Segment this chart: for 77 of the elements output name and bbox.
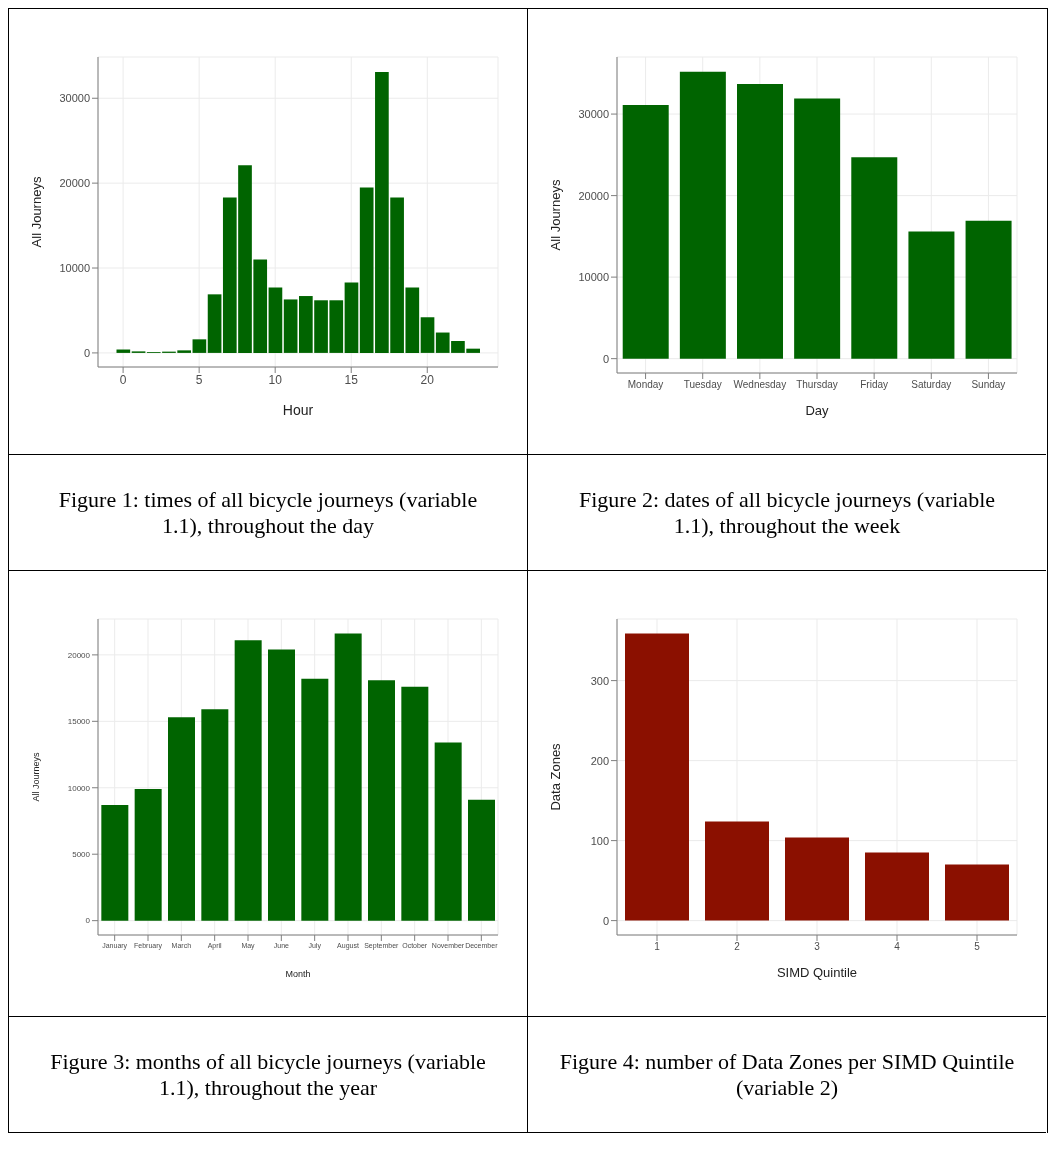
- y-tick-label: 10000: [578, 270, 609, 283]
- y-tick-label: 0: [83, 346, 90, 359]
- bar: [737, 83, 783, 359]
- x-tick-label: Thursday: [796, 378, 838, 390]
- y-tick-label: 0: [602, 914, 609, 927]
- y-tick-label: 30000: [578, 107, 609, 120]
- bar: [622, 104, 669, 359]
- y-tick-label: 0: [602, 352, 609, 365]
- bar: [625, 632, 689, 921]
- bar: [116, 349, 131, 353]
- caption: Figure 3: months of all bicycle journeys (variable 1.1), throughout the year: [49, 1048, 487, 1101]
- y-tick-label: 30000: [59, 91, 90, 104]
- caption: Figure 4: number of Data Zones per SIMD Quintile (variable 2): [558, 1048, 1016, 1101]
- y-tick-label: 20000: [59, 176, 90, 189]
- x-tick-label: Tuesday: [683, 378, 722, 390]
- x-tick-label: Sunday: [971, 378, 1006, 390]
- bar: [283, 298, 298, 353]
- y-tick-label: 10000: [67, 783, 91, 793]
- x-tick-label: 1: [654, 940, 661, 952]
- x-axis-title: Month: [285, 968, 311, 979]
- x-tick-label: 5: [974, 940, 981, 952]
- x-tick-label: Saturday: [911, 378, 952, 390]
- y-axis-title: All Journeys: [31, 751, 42, 802]
- caption: Figure 1: times of all bicycle journeys (variable 1.1), throughout the day: [57, 486, 479, 539]
- bar: [945, 864, 1009, 921]
- bar: [134, 788, 162, 921]
- bar: [101, 804, 129, 921]
- bar: [334, 633, 362, 921]
- bar: [794, 98, 841, 359]
- bar: [705, 820, 769, 921]
- x-tick-label: 5: [195, 372, 203, 387]
- bar: [908, 230, 955, 359]
- y-tick-label: 300: [590, 674, 609, 687]
- bar: [468, 799, 495, 921]
- bar: [201, 708, 229, 921]
- bar: [268, 287, 283, 353]
- x-tick-label: 15: [344, 372, 359, 387]
- y-tick-label: 0: [85, 915, 91, 925]
- x-axis-title: Day: [805, 402, 830, 418]
- bar: [168, 716, 195, 921]
- bar: [207, 293, 222, 353]
- caption: Figure 2: dates of all bicycle journeys (variable 1.1), throughout the week: [578, 486, 996, 539]
- x-tick-label: 2: [734, 940, 741, 952]
- y-tick-label: 10000: [59, 261, 90, 274]
- bar: [368, 679, 395, 921]
- bar: [785, 836, 849, 921]
- x-tick-label: Friday: [860, 378, 889, 390]
- y-axis-title: All Journeys: [28, 175, 44, 247]
- y-axis-title: All Journeys: [547, 178, 563, 250]
- bar: [301, 678, 329, 921]
- y-tick-label: 15000: [67, 716, 91, 726]
- bar: [865, 852, 929, 921]
- bar: [344, 281, 359, 353]
- y-tick-label: 20000: [67, 650, 91, 660]
- bar: [268, 649, 295, 921]
- x-axis-title: SIMD Quintile: [776, 964, 858, 980]
- x-tick-label: 20: [420, 372, 435, 387]
- y-axis-title: Data Zones: [547, 742, 563, 811]
- bar: [192, 338, 207, 353]
- x-tick-label: 3: [814, 940, 821, 952]
- y-tick-label: 200: [590, 754, 609, 767]
- bar: [851, 156, 898, 359]
- bar: [965, 220, 1012, 359]
- x-tick-label: Wednesday: [733, 378, 787, 390]
- x-tick-label: 4: [894, 940, 901, 952]
- bar: [434, 742, 462, 921]
- x-tick-label: 0: [119, 372, 127, 387]
- bar: [401, 686, 429, 921]
- y-tick-label: 5000: [72, 849, 91, 859]
- y-tick-label: 100: [590, 834, 609, 847]
- x-tick-label: Monday: [627, 378, 664, 390]
- bar: [679, 71, 726, 359]
- bar: [234, 639, 262, 921]
- x-tick-label: 10: [268, 372, 283, 387]
- x-axis-title: Hour: [282, 401, 314, 418]
- y-tick-label: 20000: [578, 189, 609, 201]
- bar: [420, 316, 435, 353]
